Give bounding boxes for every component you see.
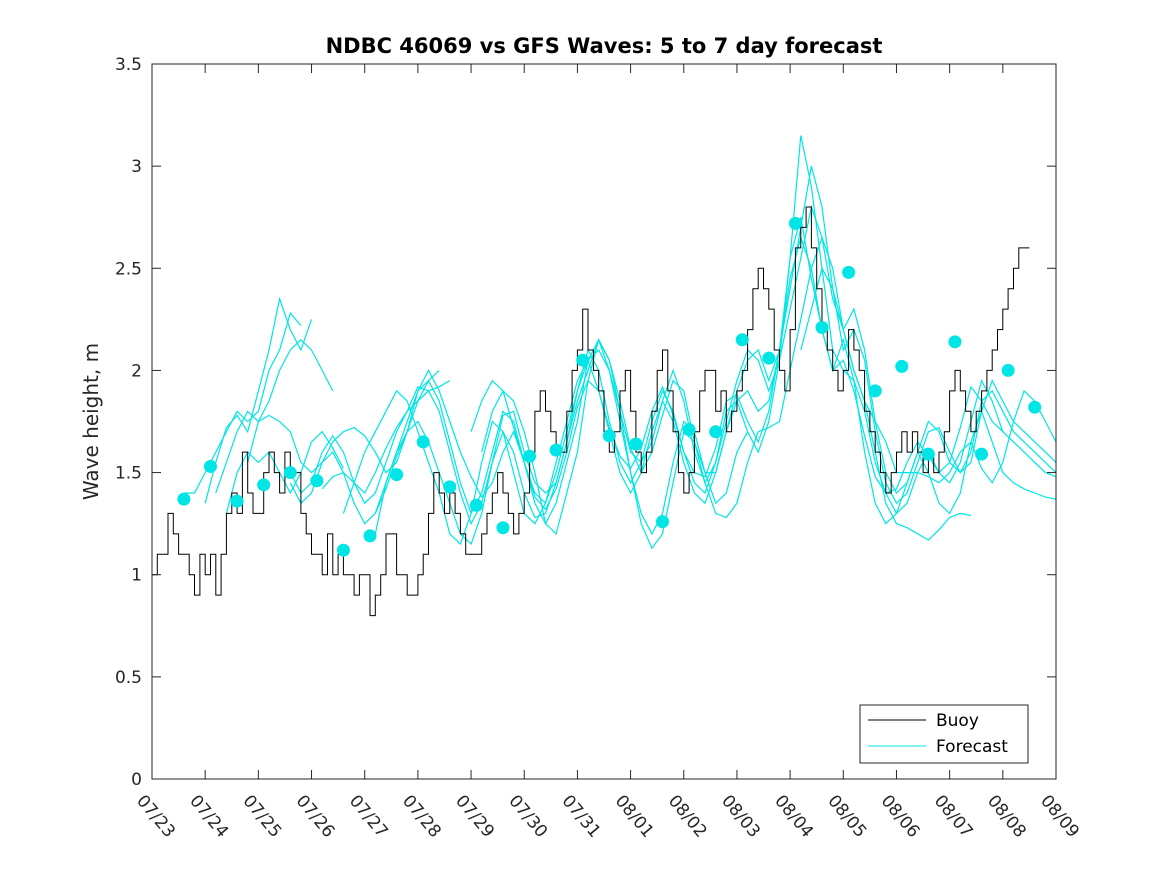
forecast-point (390, 468, 404, 482)
forecast-line (204, 296, 313, 504)
forecast-line (342, 235, 1056, 546)
y-tick-label: 2.5 (115, 259, 142, 279)
y-tick-label: 0 (131, 770, 142, 790)
legend-box (859, 704, 1029, 764)
forecast-series (183, 135, 1056, 550)
forecast-point (177, 492, 191, 506)
forecast-point (709, 425, 723, 439)
y-tick-label: 0.5 (115, 668, 142, 688)
forecast-point (496, 521, 510, 535)
buoy-series (152, 206, 1030, 617)
forecast-point (549, 443, 563, 457)
forecast-line (321, 380, 451, 494)
forecast-line (800, 266, 1056, 484)
forecast-line (247, 369, 440, 474)
y-tick-label: 1 (131, 566, 142, 586)
forecast-point (1001, 363, 1015, 377)
forecast-point (682, 423, 696, 437)
forecast-point (868, 384, 882, 398)
forecast-point (921, 447, 935, 461)
forecast-point (1028, 400, 1042, 414)
forecast-point (363, 529, 377, 543)
forecast-point (416, 435, 430, 449)
y-tick-label: 1.5 (115, 464, 142, 484)
legend-forecast-label: Forecast (936, 737, 1008, 757)
forecast-point (948, 335, 962, 349)
chart-title: NDBC 46069 vs GFS Waves: 5 to 7 day fore… (326, 34, 883, 58)
forecast-point (602, 429, 616, 443)
forecast-line (183, 311, 302, 494)
y-tick-label: 2 (131, 361, 142, 381)
forecast-point (443, 480, 457, 494)
forecast-point (735, 333, 749, 347)
forecast-line (470, 235, 972, 550)
forecast-point (203, 459, 217, 473)
buoy-line (152, 206, 1030, 617)
forecast-point (895, 359, 909, 373)
axes-box (151, 63, 1057, 780)
y-axis-label: Wave height, m (79, 343, 103, 500)
forecast-point (336, 543, 350, 557)
forecast-point (230, 494, 244, 508)
forecast-point (842, 265, 856, 279)
forecast-points (177, 216, 1042, 557)
forecast-point (523, 449, 537, 463)
y-tick-label: 3.5 (115, 55, 142, 75)
forecast-point (975, 447, 989, 461)
forecast-point (815, 321, 829, 335)
forecast-point (655, 515, 669, 529)
forecast-point (576, 353, 590, 367)
legend: Buoy Forecast (859, 704, 1029, 764)
forecast-line (374, 217, 1004, 514)
forecast-point (283, 466, 297, 480)
forecast-point (310, 474, 324, 488)
forecast-point (629, 437, 643, 451)
forecast-point (257, 478, 271, 492)
y-axis: 0 0.5 1 1.5 2 2.5 3 3.5 (115, 55, 1056, 790)
forecast-line (215, 338, 334, 494)
forecast-line (481, 338, 749, 536)
forecast-point (469, 498, 483, 512)
forecast-point (762, 351, 776, 365)
forecast-line (289, 165, 1056, 526)
forecast-point (788, 216, 802, 230)
y-tick-label: 3 (131, 157, 142, 177)
forecast-line (374, 135, 1056, 546)
legend-buoy-label: Buoy (936, 711, 979, 731)
